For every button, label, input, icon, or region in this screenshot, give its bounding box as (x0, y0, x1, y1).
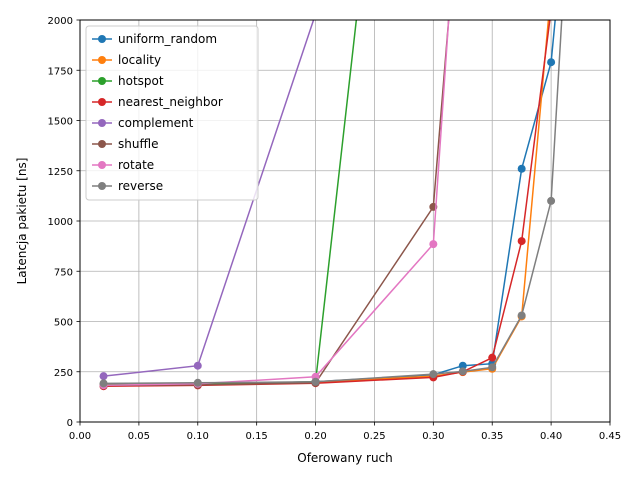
data-point (547, 196, 556, 205)
legend-item: uniform_random (92, 32, 217, 46)
y-tick-label: 1500 (48, 117, 73, 128)
data-point (488, 363, 497, 372)
x-tick-label: 0.45 (599, 431, 621, 442)
legend-label: reverse (118, 179, 163, 193)
data-point (99, 372, 108, 381)
legend: uniform_random locality hotspot nearest_nei… (85, 25, 259, 201)
data-point (193, 361, 202, 370)
y-tick-label: 500 (54, 318, 73, 329)
legend-marker (98, 119, 106, 127)
series-complement (99, 20, 315, 381)
legend-marker (98, 56, 106, 64)
legend-label: rotate (118, 158, 154, 172)
legend-item: reverse (92, 179, 163, 193)
data-point (429, 370, 438, 379)
legend-item: complement (92, 116, 194, 130)
y-tick-label: 750 (54, 267, 73, 278)
y-tick-label: 0 (67, 418, 73, 429)
series-reverse (99, 20, 563, 388)
y-axis-label: Latencja pakietu [ns] (15, 158, 29, 285)
y-tick-label: 2000 (48, 16, 73, 27)
legend-item: rotate (92, 158, 154, 172)
data-point (547, 58, 556, 67)
legend-item: hotspot (92, 74, 164, 88)
data-point (99, 379, 108, 388)
x-tick-label: 0.25 (363, 431, 385, 442)
x-tick-label: 0.35 (481, 431, 503, 442)
data-point (517, 164, 526, 173)
series-layer (99, 20, 563, 391)
legend-marker (98, 161, 106, 169)
y-tick-label: 1750 (48, 66, 73, 77)
legend-label: nearest_neighbor (118, 95, 223, 109)
legend-marker (98, 98, 106, 106)
data-point (517, 237, 526, 246)
legend-label: complement (118, 116, 194, 130)
data-point (429, 240, 438, 249)
legend-item: shuffle (92, 137, 158, 151)
legend-item: locality (92, 53, 161, 67)
data-point (193, 378, 202, 387)
x-tick-label: 0.00 (69, 431, 91, 442)
legend-label: uniform_random (118, 32, 217, 46)
legend-box (85, 25, 259, 201)
x-tick-label: 0.15 (246, 431, 268, 442)
y-tick-label: 250 (54, 368, 73, 379)
legend-label: locality (118, 53, 161, 67)
legend-marker (98, 35, 106, 43)
data-point (458, 367, 467, 376)
legend-item: nearest_neighbor (92, 95, 223, 109)
data-point (488, 353, 497, 362)
x-axis-label: Oferowany ruch (297, 451, 393, 465)
y-tick-label: 1000 (48, 217, 73, 228)
legend-label: shuffle (118, 137, 158, 151)
legend-marker (98, 182, 106, 190)
x-tick-label: 0.10 (187, 431, 209, 442)
x-tick-label: 0.30 (422, 431, 444, 442)
data-point (517, 311, 526, 320)
legend-label: hotspot (118, 74, 164, 88)
legend-marker (98, 140, 106, 148)
x-tick-label: 0.20 (304, 431, 326, 442)
legend-marker (98, 77, 106, 85)
y-tick-label: 1250 (48, 167, 73, 178)
data-point (458, 361, 467, 370)
y-axis: 0 250 500 750 1000 1250 1500 1750 2000 (48, 16, 80, 429)
x-axis: 0.00 0.05 0.10 0.15 0.20 0.25 0.30 0.35 0.40 0.45 (69, 422, 621, 442)
x-tick-label: 0.05 (128, 431, 150, 442)
data-point (311, 377, 320, 386)
x-tick-label: 0.40 (540, 431, 562, 442)
